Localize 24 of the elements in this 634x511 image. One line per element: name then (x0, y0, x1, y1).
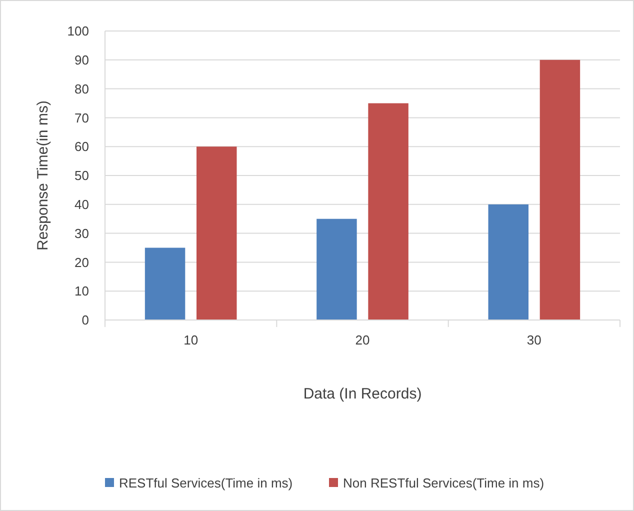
y-tick-label: 60 (74, 139, 89, 154)
y-tick-label: 0 (82, 312, 89, 328)
y-tick-label: 30 (74, 226, 89, 241)
y-tick-label: 100 (67, 24, 89, 39)
y-tick-label: 50 (74, 168, 89, 184)
bar (540, 60, 580, 320)
legend-label: Non RESTful Services(Time in ms) (343, 476, 544, 491)
bar (368, 103, 408, 320)
y-tick-label: 80 (74, 81, 89, 96)
y-tick-label: 70 (74, 110, 89, 126)
y-tick-label: 10 (74, 284, 89, 299)
bar (144, 248, 186, 320)
y-tick-label: 20 (74, 254, 89, 270)
legend-label: RESTful Services(Time in ms) (119, 476, 293, 491)
y-tick-label: 40 (74, 196, 89, 212)
y-axis-title: Response Time(in ms) (34, 100, 52, 251)
x-tick-label: 30 (526, 332, 542, 348)
x-tick-label: 20 (355, 332, 370, 348)
x-tick-label: 10 (184, 332, 198, 348)
bar (196, 146, 237, 320)
x-axis-title: Data (In Records) (303, 385, 422, 402)
bar (316, 218, 357, 320)
bar (488, 204, 528, 320)
y-tick-label: 90 (74, 52, 89, 68)
